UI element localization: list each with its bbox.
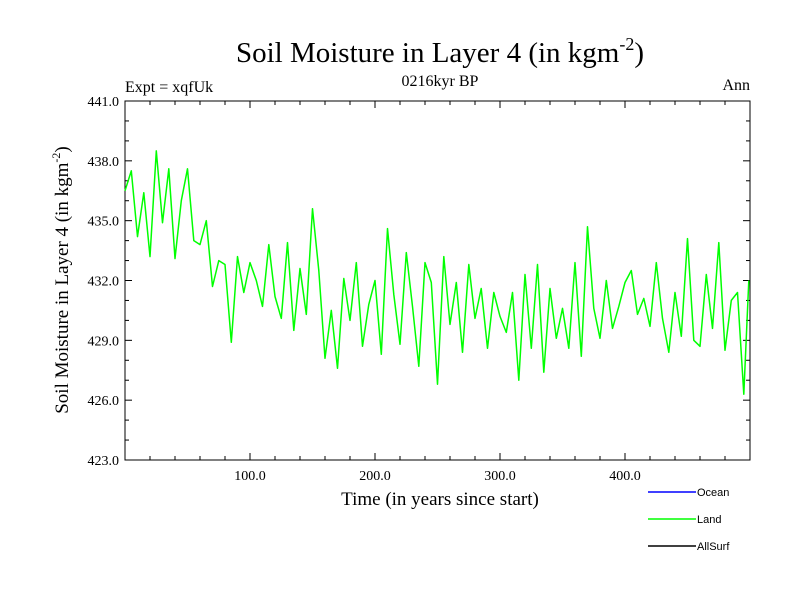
y-axis-label-main: Soil Moisture in Layer 4 (in kgm — [52, 162, 73, 413]
subtitle-center: 0216kyr BP — [402, 73, 479, 90]
series-line-land — [124, 150, 750, 395]
subtitle-right: Ann — [722, 77, 750, 94]
y-tick-label: 441.0 — [88, 95, 120, 110]
subtitle-left: Expt = xqfUk — [125, 79, 213, 96]
chart-title-superscript: -2 — [619, 34, 634, 54]
legend-label-land: Land — [697, 514, 721, 526]
plot-area — [124, 100, 751, 461]
chart-title-main: Soil Moisture in Layer 4 (in kgm — [236, 37, 620, 69]
data-series — [124, 150, 750, 395]
y-tick-label: 423.0 — [88, 454, 120, 469]
chart-title: Soil Moisture in Layer 4 (in kgm-2) — [236, 34, 644, 69]
legend: Ocean Land AllSurf — [648, 487, 730, 553]
legend-label-allsurf: AllSurf — [697, 541, 730, 553]
y-axis-label: Soil Moisture in Layer 4 (in kgm-2) — [49, 146, 73, 414]
x-tick-label: 200.0 — [359, 469, 391, 484]
y-axis-label-suffix: ) — [52, 146, 73, 152]
y-tick-label: 435.0 — [88, 215, 120, 230]
x-tick-label: 100.0 — [234, 469, 266, 484]
y-tick-label: 426.0 — [88, 394, 120, 409]
x-axis-label: Time (in years since start) — [341, 489, 539, 510]
legend-label-ocean: Ocean — [697, 487, 729, 499]
y-axis-label-superscript: -2 — [49, 153, 63, 163]
y-tick-label: 429.0 — [88, 334, 120, 349]
plot-frame — [124, 100, 751, 461]
x-tick-label: 400.0 — [609, 469, 641, 484]
x-tick-label: 300.0 — [484, 469, 516, 484]
y-tick-label: 432.0 — [88, 275, 120, 290]
axis-ticks: 423.0 426.0 429.0 432.0 435.0 438.0 441.0 100.0… — [88, 95, 750, 484]
y-tick-label: 438.0 — [88, 155, 120, 170]
chart-title-suffix: ) — [634, 37, 644, 69]
